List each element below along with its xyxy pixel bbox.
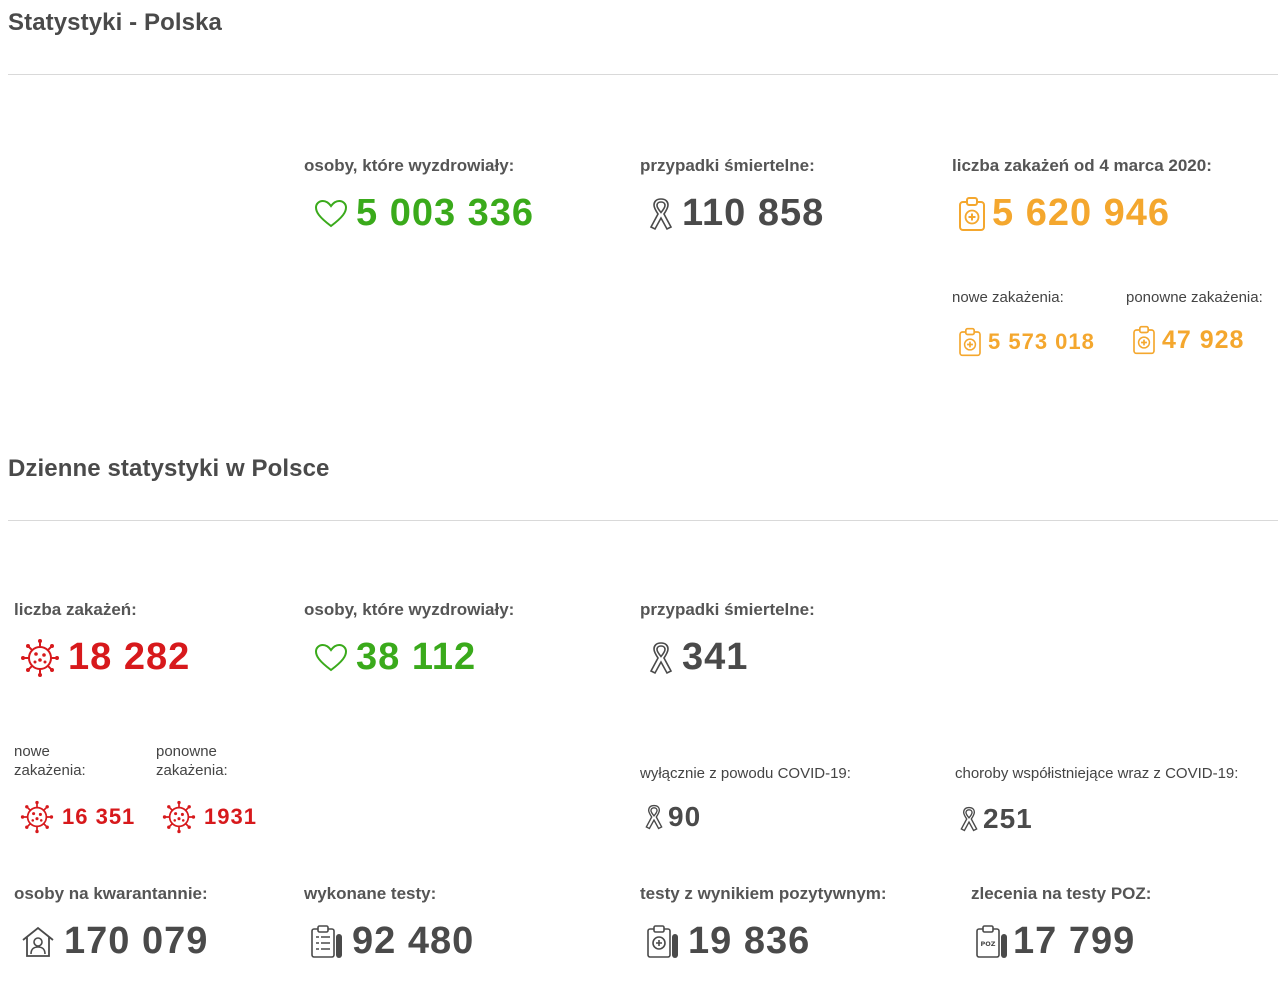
stat-label: nowe zakażenia: <box>14 743 86 779</box>
stat-value: 1931 <box>204 804 257 829</box>
svg-text:POZ: POZ <box>980 940 995 948</box>
stat-deaths-comorbid: choroby współistniejące wraz z COVID-19:… <box>955 764 1238 835</box>
stat-value: 17 799 <box>1013 920 1136 962</box>
stat-total-deaths: przypadki śmiertelne: 110 858 <box>640 156 824 235</box>
stat-total-new-infections: nowe zakażenia: 5 573 018 <box>952 288 1095 357</box>
stat-total-reinfections: ponowne zakażenia: 47 928 <box>1126 288 1263 355</box>
test-clipboard-icon <box>310 924 344 960</box>
stat-label: przypadki śmiertelne: <box>640 156 815 175</box>
ribbon-icon <box>959 806 979 832</box>
stat-label: nowe zakażenia: <box>952 289 1064 306</box>
clipboard-plus-icon <box>958 196 986 232</box>
stat-value: 47 928 <box>1162 325 1245 354</box>
stat-label: choroby współistniejące wraz z COVID-19: <box>955 765 1239 782</box>
stat-value: 5 573 018 <box>988 329 1095 354</box>
stat-positive-tests: testy z wynikiem pozytywnym: 19 836 <box>640 884 887 963</box>
stat-daily-deaths: przypadki śmiertelne: 341 <box>640 600 815 679</box>
clipboard-plus-icon <box>1132 325 1156 355</box>
stat-label: ponowne zakażenia: <box>156 743 228 779</box>
stat-label: liczba zakażeń od 4 marca 2020: <box>952 156 1212 175</box>
stat-quarantine: osoby na kwarantannie: 170 079 <box>14 884 208 963</box>
stat-label: osoby na kwarantannie: <box>14 884 208 903</box>
stat-poz-orders: zlecenia na testy POZ: POZ 17 799 <box>971 884 1151 963</box>
stat-daily-recovered: osoby, które wyzdrowiały: 38 112 <box>304 600 514 679</box>
stat-label: liczba zakażeń: <box>14 600 137 619</box>
stat-total-infections: liczba zakażeń od 4 marca 2020: 5 620 94… <box>952 156 1212 235</box>
stat-deaths-covid-only: wyłącznie z powodu COVID-19: 90 <box>640 764 851 833</box>
stat-label: zlecenia na testy POZ: <box>971 884 1152 903</box>
stat-label: ponowne zakażenia: <box>1126 289 1263 306</box>
stat-value: 90 <box>668 801 702 832</box>
clipboard-plus-icon <box>958 327 982 357</box>
virus-icon <box>20 800 54 834</box>
stat-label: osoby, które wyzdrowiały: <box>304 156 515 175</box>
house-person-icon <box>20 925 56 959</box>
section-title-daily: Dzienne statystyki w Polsce <box>8 455 330 482</box>
stat-value: 5 620 946 <box>992 192 1171 234</box>
stat-daily-new-infections: nowe zakażenia: 16 351 <box>14 742 134 834</box>
ribbon-icon <box>648 197 674 231</box>
virus-icon <box>20 638 60 678</box>
stat-value: 5 003 336 <box>356 192 535 234</box>
stat-daily-reinfections: ponowne zakażenia: 1931 <box>156 742 266 834</box>
stat-label: wyłącznie z powodu COVID-19: <box>640 765 851 782</box>
poz-test-icon: POZ <box>975 924 1009 960</box>
stat-total-recovered: osoby, które wyzdrowiały: 5 003 336 <box>304 156 534 235</box>
stat-value: 38 112 <box>356 636 477 678</box>
divider <box>8 520 1278 521</box>
ribbon-icon <box>648 641 674 675</box>
stat-daily-infections: liczba zakażeń: 18 282 <box>14 600 190 679</box>
stat-label: przypadki śmiertelne: <box>640 600 815 619</box>
ribbon-icon <box>644 804 664 830</box>
stat-value: 341 <box>682 636 749 678</box>
stat-value: 170 079 <box>64 920 209 962</box>
virus-icon <box>162 800 196 834</box>
stat-value: 18 282 <box>68 636 191 678</box>
heart-icon <box>314 643 348 673</box>
stat-value: 19 836 <box>688 920 811 962</box>
positive-test-icon <box>646 924 680 960</box>
heart-icon <box>314 199 348 229</box>
stat-value: 92 480 <box>352 920 475 962</box>
stat-label: wykonane testy: <box>304 884 437 903</box>
stat-tests: wykonane testy: 92 480 <box>304 884 474 963</box>
stat-label: osoby, które wyzdrowiały: <box>304 600 515 619</box>
section-title-poland: Statystyki - Polska <box>8 9 222 36</box>
stat-value: 16 351 <box>62 804 136 829</box>
stat-value: 110 858 <box>682 192 825 234</box>
stat-value: 251 <box>983 803 1033 834</box>
stat-label: testy z wynikiem pozytywnym: <box>640 884 887 903</box>
divider <box>8 74 1278 75</box>
